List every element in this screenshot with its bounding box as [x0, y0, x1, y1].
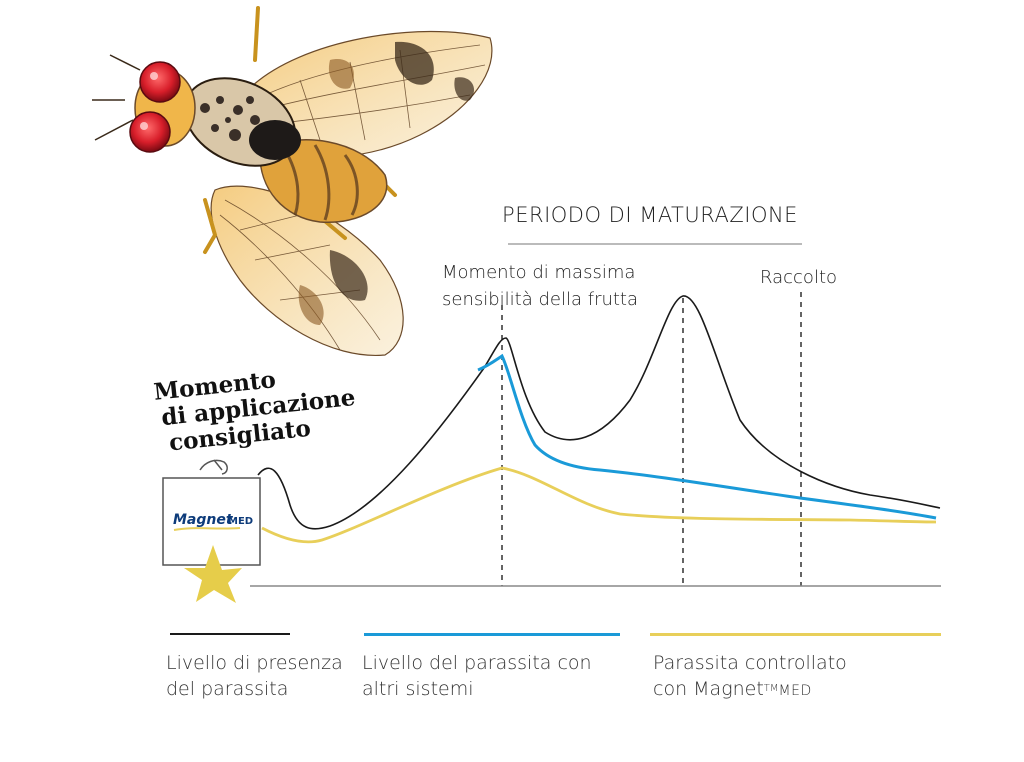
legend-item-other-systems: Livello del parassita con altri sistemi: [362, 650, 592, 702]
legend-label-suffix: MED: [778, 683, 812, 699]
fly-eye-left: [139, 61, 181, 103]
hanger-hook-icon: [199, 459, 228, 475]
annotation-sensitivity-line2: sensibilità della frutta: [442, 289, 638, 310]
recommended-note: Momento di applicazione consigliato: [152, 366, 356, 456]
legend-label-line1: Parassita controllato: [653, 652, 847, 674]
series-line-magnet-med: [261, 466, 937, 544]
series-line-pest-presence: [257, 295, 941, 530]
legend-label-line2: altri sistemi: [362, 678, 474, 700]
star-icon: [184, 545, 242, 603]
device-suffix-label: MED: [228, 516, 253, 527]
trademark-mark: TM: [763, 683, 779, 694]
fly-illustration: [92, 6, 493, 356]
legend-label-brand: con Magnet: [653, 678, 764, 700]
series-line-other-systems: [477, 353, 937, 520]
legend-label-line1: Livello del parassita con: [362, 652, 592, 674]
annotation-harvest: Raccolto: [760, 267, 837, 288]
legend-label-line2: del parassita: [166, 678, 289, 700]
legend-swatch-pest-presence: [170, 633, 290, 635]
magnet-med-device: Magnet MED: [162, 459, 261, 603]
legend-swatch-magnet-med: [650, 633, 941, 636]
fly-eye-right: [129, 111, 171, 153]
legend-swatch-other-systems: [364, 633, 620, 636]
chart-title: PERIODO DI MATURAZIONE: [502, 203, 798, 227]
device-brand-label: Magnet: [173, 512, 234, 528]
legend-item-magnet-med: Parassita controllato con MagnetTMMED: [653, 650, 847, 704]
legend-label-line1: Livello di presenza: [166, 652, 343, 674]
legend-item-pest-presence: Livello di presenza del parassita: [166, 650, 343, 702]
legend-label-line2: con MagnetTMMED: [653, 676, 847, 704]
annotation-sensitivity-line1: Momento di massima: [442, 262, 635, 283]
